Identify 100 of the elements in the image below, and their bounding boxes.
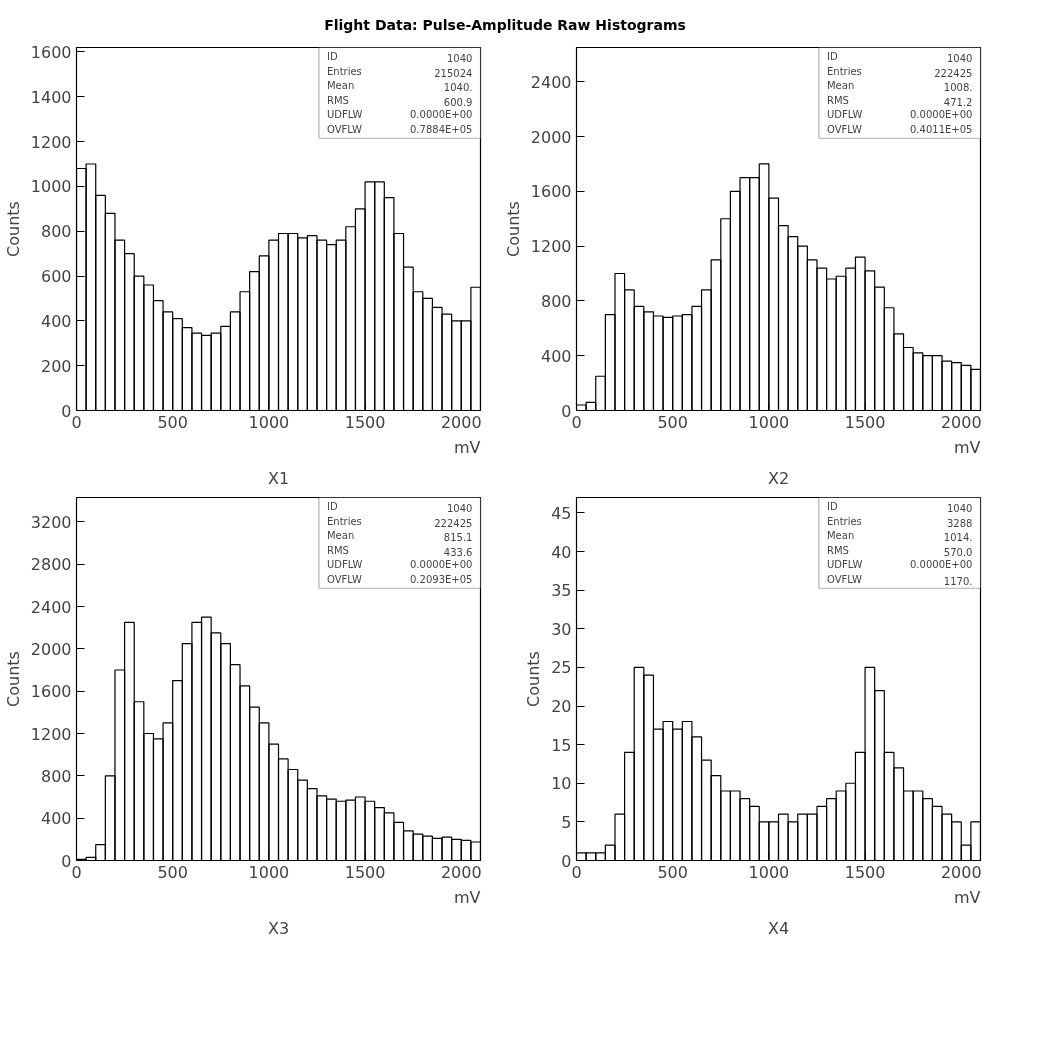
text: X3 [267, 918, 290, 938]
annotation: Entries [326, 65, 362, 77]
annotation: 1014. [943, 532, 973, 544]
annotation: ID [326, 501, 338, 513]
annotation: ID [826, 51, 838, 63]
x-tick-label: 1500 [844, 412, 886, 432]
y-tick-label: 200 [40, 356, 72, 376]
x-tick-label: 2000 [940, 862, 982, 882]
y-tick-label: 1200 [30, 724, 72, 744]
annotation: Mean [826, 530, 855, 542]
annotation: ID [826, 501, 838, 513]
annotation: 215024 [434, 67, 473, 79]
annotation: Mean [326, 80, 355, 92]
annotation: UDFLW [326, 559, 363, 571]
annotation: RMS [326, 544, 349, 556]
annotation: 1008. [943, 82, 973, 94]
annotation: 1170. [943, 575, 973, 587]
annotation: 570.0 [943, 546, 973, 558]
y-tick-label: 1600 [530, 182, 572, 202]
y-tick-label: 1200 [30, 132, 72, 152]
y-tick-label: 3200 [30, 512, 72, 532]
x-tick-label: 2000 [940, 412, 982, 432]
annotation: Entries [826, 515, 862, 527]
annotation: 815.1 [443, 532, 473, 544]
annotation: OVFLW [826, 573, 862, 585]
y-tick-label: 800 [40, 766, 72, 786]
annotation: 600.9 [443, 96, 473, 108]
y-tick-label: 400 [40, 809, 72, 829]
annotation: 1040 [946, 503, 973, 515]
annotation: 222425 [934, 67, 973, 79]
y-tick-label: 1400 [30, 87, 72, 107]
y-tick-label: 15 [551, 735, 572, 755]
annotation: UDFLW [826, 559, 863, 571]
y-tick-label: 2400 [530, 72, 572, 92]
y-tick-label: 800 [40, 222, 72, 242]
x-tick-label: 1500 [844, 862, 886, 882]
y-axis-title: Counts [3, 201, 23, 257]
y-tick-label: 1200 [530, 237, 572, 257]
chart-subtitle: Flight Data: Pulse-Amplitude Raw Histograms [324, 16, 686, 35]
y-axis-title: Counts [3, 651, 23, 707]
y-tick-label: 800 [540, 291, 572, 311]
x-axis-title: mV [453, 887, 481, 907]
annotation: 0.0000E+00 [410, 109, 473, 121]
y-axis-title: Counts [503, 201, 523, 257]
x-tick-label: 1000 [248, 412, 290, 432]
annotation: OVFLW [326, 573, 362, 585]
x-tick-label: 2000 [440, 862, 482, 882]
y-tick-label: 35 [551, 581, 572, 601]
x-axis-title: mV [953, 887, 981, 907]
y-tick-label: 2000 [530, 127, 572, 147]
y-tick-label: 30 [551, 619, 572, 639]
annotation: RMS [826, 544, 849, 556]
annotation: Entries [326, 515, 362, 527]
annotation: Mean [826, 80, 855, 92]
y-tick-label: 2800 [30, 555, 72, 575]
annotation: 0.0000E+00 [910, 559, 973, 571]
x-tick-label: 1000 [248, 862, 290, 882]
annotation: ID [326, 51, 338, 63]
y-tick-label: 20 [551, 697, 572, 717]
annotation: 222425 [434, 517, 473, 529]
y-tick-label: 45 [551, 503, 572, 523]
annotation: 0.2093E+05 [410, 573, 473, 585]
text: X2 [767, 468, 790, 488]
x-tick-label: 500 [157, 412, 188, 432]
annotation: UDFLW [826, 109, 863, 121]
x-tick-label: 1000 [748, 862, 790, 882]
text: X4 [767, 918, 790, 938]
annotation: 3288 [946, 517, 973, 529]
y-tick-label: 10 [551, 774, 572, 794]
y-tick-label: 25 [551, 658, 572, 678]
annotation: OVFLW [326, 123, 362, 135]
y-tick-label: 1000 [30, 177, 72, 197]
annotation: 0.4011E+05 [910, 123, 973, 135]
annotation: 1040 [946, 53, 973, 65]
annotation: RMS [826, 94, 849, 106]
annotation: 0.0000E+00 [410, 559, 473, 571]
y-tick-label: 1600 [30, 682, 72, 702]
annotation: 0.7884E+05 [410, 123, 473, 135]
y-tick-label: 40 [551, 542, 572, 562]
annotation: UDFLW [326, 109, 363, 121]
annotation: OVFLW [826, 123, 862, 135]
x-tick-label: 2000 [440, 412, 482, 432]
annotation: RMS [326, 94, 349, 106]
y-tick-label: 600 [40, 267, 72, 287]
annotation: Mean [326, 530, 355, 542]
x-tick-label: 500 [157, 862, 188, 882]
y-tick-label: 5 [561, 812, 572, 832]
y-tick-label: 2400 [30, 597, 72, 617]
annotation: 1040 [446, 53, 473, 65]
annotation: 1040 [446, 503, 473, 515]
annotation: 0.0000E+00 [910, 109, 973, 121]
x-tick-label: 500 [657, 862, 688, 882]
y-axis-title: Counts [524, 651, 544, 707]
y-tick-label: 1600 [30, 42, 72, 62]
y-tick-label: 400 [540, 346, 572, 366]
annotation: Entries [826, 65, 862, 77]
annotation: 1040. [443, 82, 473, 94]
text: X1 [267, 468, 290, 488]
x-axis-title: mV [453, 437, 481, 457]
x-axis-title: mV [953, 437, 981, 457]
